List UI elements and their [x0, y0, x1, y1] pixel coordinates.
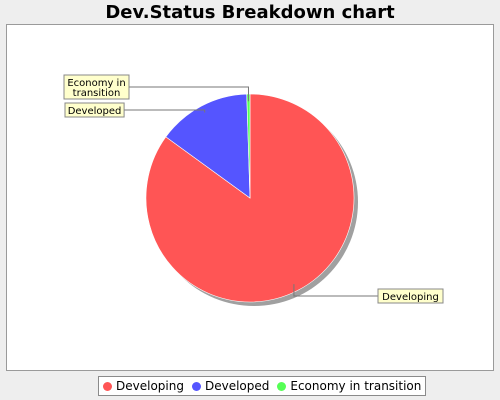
legend: Developing Developed Economy in transiti…	[98, 376, 427, 396]
slice-label-economy-in-transition-line-0: Economy in	[67, 78, 125, 89]
label-leader-developing	[293, 284, 378, 297]
label-leader-developed	[124, 109, 206, 113]
label-box-developed	[64, 102, 125, 118]
legend-swatch-developed	[191, 381, 201, 391]
label-box-developing	[377, 288, 444, 304]
legend-label-economy-in-transition: Economy in transition	[290, 379, 422, 393]
legend-item-economy-in-transition: Economy in transition	[277, 379, 421, 393]
chart-title: Dev.Status Breakdown chart	[105, 2, 395, 23]
pie-slice-developed	[165, 93, 251, 199]
slice-label-developed-line-0: Developed	[68, 106, 122, 117]
legend-swatch-economy-in-transition	[277, 381, 287, 391]
legend-label-developing: Developing	[116, 379, 184, 393]
legend-swatch-developing	[103, 381, 112, 391]
legend-item-developed: Developed	[191, 379, 270, 393]
slice-label-developing-line-0: Developing	[382, 292, 439, 303]
label-leader-economy-in-transition	[129, 86, 249, 102]
legend-label-developed: Developed	[204, 379, 270, 393]
label-box-economy-in-transition	[63, 74, 130, 100]
legend-item-developing: Developing	[103, 379, 184, 393]
slice-label-economy-in-transition-line-1: transition	[73, 88, 121, 99]
